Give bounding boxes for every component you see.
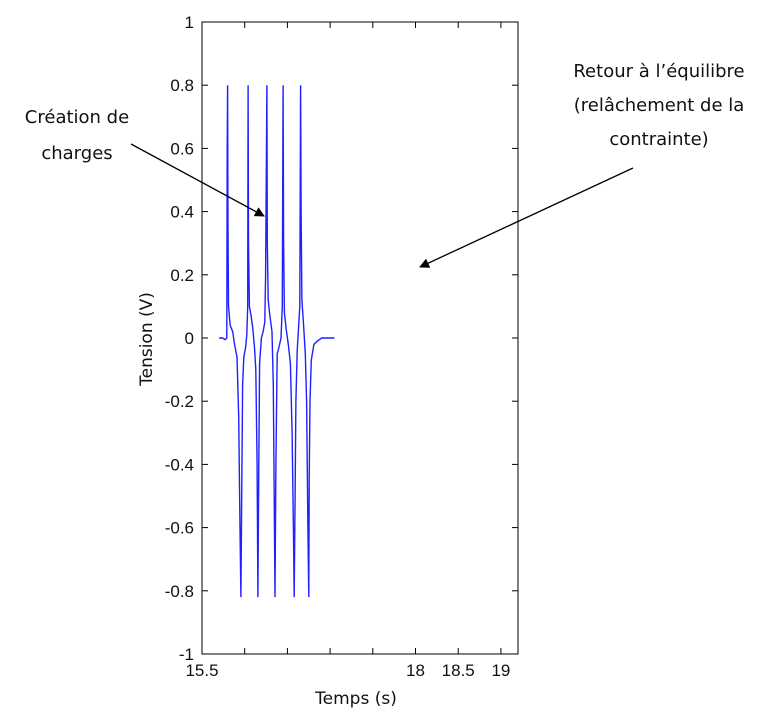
annotation-creation-line-2: charges <box>41 143 112 164</box>
y-tick-label: 1 <box>185 13 194 32</box>
x-tick-label: 15.5 <box>185 661 218 680</box>
y-axis-title: Tension (V) <box>137 292 157 387</box>
x-tick-label: 18 <box>406 661 425 680</box>
y-tick-label: 0.2 <box>170 266 194 285</box>
voltage-series-line <box>219 85 335 598</box>
y-tick-label: -0.2 <box>165 392 194 411</box>
annotation-creation-line-1: Création de <box>25 107 129 128</box>
annotation-creation: Création de charges <box>25 107 265 217</box>
x-axis-ticks: 15.5 18 18.5 19 <box>185 22 510 680</box>
y-axis-ticks: -1 -0.8 -0.6 -0.4 -0.2 0 0.2 0.4 0.6 0.8 1 <box>165 13 518 664</box>
y-tick-label: 0.6 <box>170 139 194 158</box>
annotation-return-line-2: (relâchement de la <box>574 95 745 116</box>
y-tick-label: 0.4 <box>170 203 194 222</box>
y-tick-label: -0.4 <box>165 455 194 474</box>
x-tick-label: 19 <box>491 661 510 680</box>
annotation-return: Retour à l’équilibre (relâchement de la … <box>419 61 745 268</box>
x-axis-title: Temps (s) <box>314 689 397 709</box>
x-tick-label: 18.5 <box>442 661 475 680</box>
y-tick-label: -0.8 <box>165 582 194 601</box>
annotation-creation-arrow <box>130 143 265 217</box>
plot-frame <box>201 21 519 655</box>
annotation-return-arrow <box>419 167 634 268</box>
annotation-return-line-3: contrainte) <box>609 129 708 150</box>
annotation-return-line-1: Retour à l’équilibre <box>573 61 744 82</box>
y-tick-label: -0.6 <box>165 519 194 538</box>
y-tick-label: 0.8 <box>170 76 194 95</box>
y-tick-label: 0 <box>185 329 194 348</box>
y-tick-label: -1 <box>179 645 194 664</box>
